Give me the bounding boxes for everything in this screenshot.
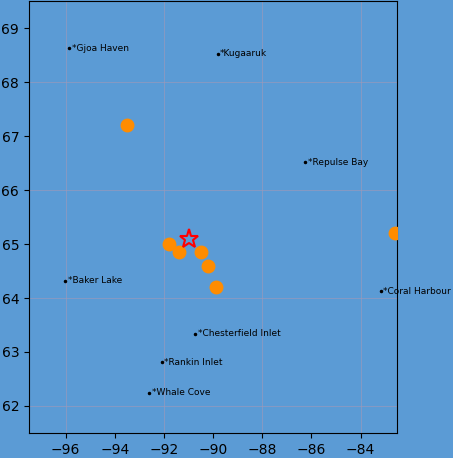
Text: *Baker Lake: *Baker Lake [67, 276, 122, 285]
Text: *Chesterfield Inlet: *Chesterfield Inlet [198, 329, 281, 338]
Text: *Whale Cove: *Whale Cove [152, 388, 210, 398]
Text: *Gjoa Haven: *Gjoa Haven [72, 44, 129, 53]
Text: *Repulse Bay: *Repulse Bay [308, 158, 368, 167]
Text: *Kugaaruk: *Kugaaruk [220, 49, 267, 58]
Text: *Rankin Inlet: *Rankin Inlet [164, 358, 223, 367]
Text: *Coral Harbour: *Coral Harbour [383, 287, 451, 295]
